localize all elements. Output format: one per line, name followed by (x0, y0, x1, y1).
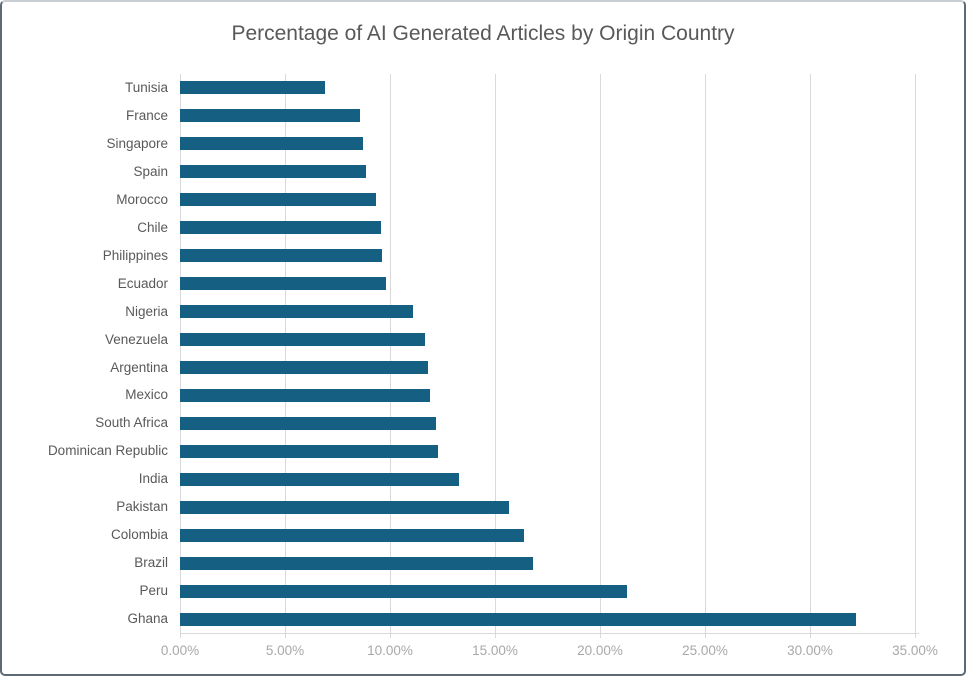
gridline-10 (390, 74, 391, 633)
x-tick-mark-2 (390, 633, 391, 638)
x-tick-mark-5 (705, 633, 706, 638)
gridline-30 (810, 74, 811, 633)
x-tick-label-7: 35.00% (892, 643, 938, 658)
bar-dominican-republic (180, 444, 439, 458)
bar-venezuela (180, 333, 425, 347)
gridline-15 (495, 74, 496, 633)
category-label-venezuela: Venezuela (104, 331, 168, 347)
category-label-pakistan: Pakistan (116, 499, 168, 515)
category-label-south-africa: South Africa (95, 415, 168, 431)
bar-chile (180, 221, 381, 235)
gridline-20 (600, 74, 601, 633)
plot-area (180, 74, 916, 633)
chart-title: Percentage of AI Generated Articles by O… (231, 22, 735, 45)
x-tick-mark-4 (600, 633, 601, 638)
category-label-ecuador: Ecuador (117, 275, 168, 291)
bar-brazil (180, 556, 533, 570)
category-label-mexico: Mexico (125, 387, 168, 403)
bar-south-africa (180, 416, 437, 430)
x-tick-label-1: 5.00% (265, 643, 305, 658)
category-label-argentina: Argentina (110, 359, 168, 375)
bar-spain (180, 165, 366, 179)
bar-tunisia (180, 81, 325, 95)
category-label-colombia: Colombia (110, 527, 168, 543)
y-axis-category-labels: Tunisia France Singapore Spain Morocco Chile P… (2, 74, 168, 633)
x-tick-label-2: 10.00% (367, 643, 413, 658)
category-label-morocco: Morocco (116, 191, 168, 207)
bar-morocco (180, 193, 377, 207)
x-tick-label-3: 15.00% (472, 643, 518, 658)
category-label-singapore: Singapore (106, 135, 168, 151)
x-axis-line (180, 633, 919, 634)
bar-pakistan (180, 500, 509, 514)
x-tick-mark-6 (810, 633, 811, 638)
x-tick-label-4: 20.00% (577, 643, 623, 658)
bar-singapore (180, 137, 363, 151)
category-label-chile: Chile (137, 219, 168, 235)
bar-ecuador (180, 277, 386, 291)
category-label-tunisia: Tunisia (124, 80, 168, 95)
bar-india (180, 472, 460, 486)
x-tick-mark-3 (495, 633, 496, 638)
category-label-ghana: Ghana (127, 611, 168, 627)
x-tick-label-6: 30.00% (787, 643, 833, 658)
gridline-5 (285, 74, 286, 633)
x-tick-label-5: 25.00% (682, 643, 728, 658)
category-label-france: France (125, 107, 168, 123)
bar-peru (180, 584, 628, 598)
category-label-peru: Peru (139, 583, 168, 599)
x-tick-label-0: 0.00% (160, 643, 200, 658)
bar-nigeria (180, 305, 414, 319)
gridline-35 (915, 74, 916, 633)
category-label-dominican-republic: Dominican Republic (47, 443, 168, 459)
bar-ghana (180, 612, 857, 626)
category-label-philippines: Philippines (102, 247, 168, 263)
gridline-25 (705, 74, 706, 633)
bar-colombia (180, 528, 525, 542)
category-label-nigeria: Nigeria (125, 303, 168, 319)
category-label-brazil: Brazil (134, 555, 168, 571)
bar-france (180, 109, 360, 123)
x-tick-mark-0 (180, 633, 181, 638)
bar-argentina (180, 360, 428, 374)
bar-mexico (180, 388, 430, 402)
x-tick-mark-1 (285, 633, 286, 638)
category-label-india: India (138, 471, 168, 487)
bar-philippines (180, 249, 382, 263)
category-label-spain: Spain (133, 163, 168, 179)
y-axis-line (180, 74, 181, 633)
x-tick-mark-7 (915, 633, 916, 638)
